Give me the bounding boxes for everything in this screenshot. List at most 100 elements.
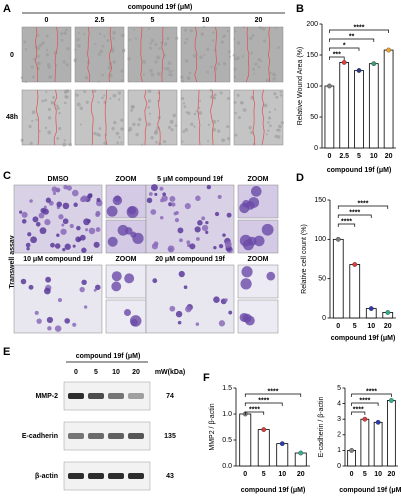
significance-bracket (351, 402, 379, 406)
lane-label: 20 (132, 369, 140, 376)
texture (236, 93, 240, 97)
texture (233, 37, 236, 40)
micrograph (13, 264, 103, 334)
cell (85, 228, 89, 232)
x-tick-label: 5 (262, 471, 266, 478)
texture (101, 73, 104, 77)
texture (79, 106, 83, 110)
wound-header: compound 19f (μM) (128, 4, 193, 11)
texture (141, 143, 144, 146)
texture (214, 66, 218, 70)
texture (120, 69, 124, 73)
cell (47, 326, 52, 331)
texture (73, 58, 78, 63)
significance-bracket (351, 393, 392, 397)
texture (101, 96, 104, 100)
x-tick-label: 5 (357, 153, 361, 160)
panel-letter: F (203, 372, 210, 384)
texture (250, 51, 254, 55)
texture (62, 60, 66, 64)
cell (56, 189, 60, 193)
texture (147, 99, 152, 103)
texture (149, 42, 152, 45)
texture (234, 111, 237, 115)
texture (60, 38, 64, 42)
texture (36, 66, 40, 71)
cell (195, 322, 200, 326)
texture (206, 70, 209, 74)
texture (213, 96, 217, 100)
bar (383, 49, 394, 149)
texture (221, 138, 226, 143)
cell (32, 216, 39, 223)
texture (200, 32, 205, 36)
texture (92, 89, 97, 93)
cell (64, 318, 70, 324)
texture (207, 123, 211, 127)
texture (36, 34, 40, 37)
significance-label: **** (353, 406, 364, 413)
texture (276, 135, 281, 139)
x-tick-label: 2.5 (339, 153, 349, 160)
cell (132, 232, 144, 245)
cell (95, 284, 101, 291)
y-tick-label: 0.5 (222, 437, 232, 444)
texture (212, 31, 215, 34)
texture (183, 41, 187, 45)
significance-label: **** (358, 200, 369, 207)
texture (36, 61, 41, 66)
texture (227, 96, 231, 100)
texture (181, 79, 185, 83)
bar-dot (279, 441, 285, 447)
texture (182, 130, 186, 133)
texture (31, 110, 36, 115)
texture (167, 61, 172, 66)
y-tick-label: 150 (306, 52, 318, 59)
texture (132, 122, 136, 127)
texture (155, 141, 158, 144)
texture (181, 140, 184, 143)
lane-label: 0 (74, 369, 78, 376)
texture (83, 90, 87, 94)
y-tick-label: 5 (337, 385, 341, 392)
cell (126, 206, 139, 218)
cell (72, 322, 77, 327)
texture (180, 75, 184, 79)
texture (23, 40, 27, 44)
cell (124, 273, 135, 284)
texture (150, 72, 155, 77)
texture (183, 28, 187, 32)
y-axis-label: E-cadherin / β-actin (318, 396, 325, 457)
y-tick-label: 100 (306, 83, 318, 90)
texture (249, 36, 253, 40)
bar-dot (368, 306, 374, 311)
cell (95, 227, 101, 232)
texture (198, 111, 203, 115)
texture (103, 141, 107, 145)
texture (211, 39, 215, 42)
texture (279, 90, 282, 94)
texture (111, 126, 115, 131)
significance-label: **** (341, 218, 352, 225)
cell (213, 245, 217, 250)
cell (69, 223, 74, 229)
cell (168, 247, 173, 252)
texture (53, 50, 58, 55)
texture (167, 125, 172, 129)
texture (150, 38, 155, 43)
y-tick-label: 0.0 (222, 463, 232, 470)
significance-label: **** (268, 388, 279, 395)
texture (108, 73, 113, 78)
mw-label: 43 (166, 473, 174, 480)
texture (47, 65, 52, 69)
texture (83, 33, 86, 36)
texture (101, 44, 105, 48)
cell (214, 211, 220, 217)
texture (222, 62, 227, 66)
cell (168, 202, 173, 207)
texture (273, 92, 277, 96)
texture (268, 110, 272, 114)
texture (227, 50, 231, 54)
band (128, 473, 144, 479)
cell (64, 243, 71, 250)
